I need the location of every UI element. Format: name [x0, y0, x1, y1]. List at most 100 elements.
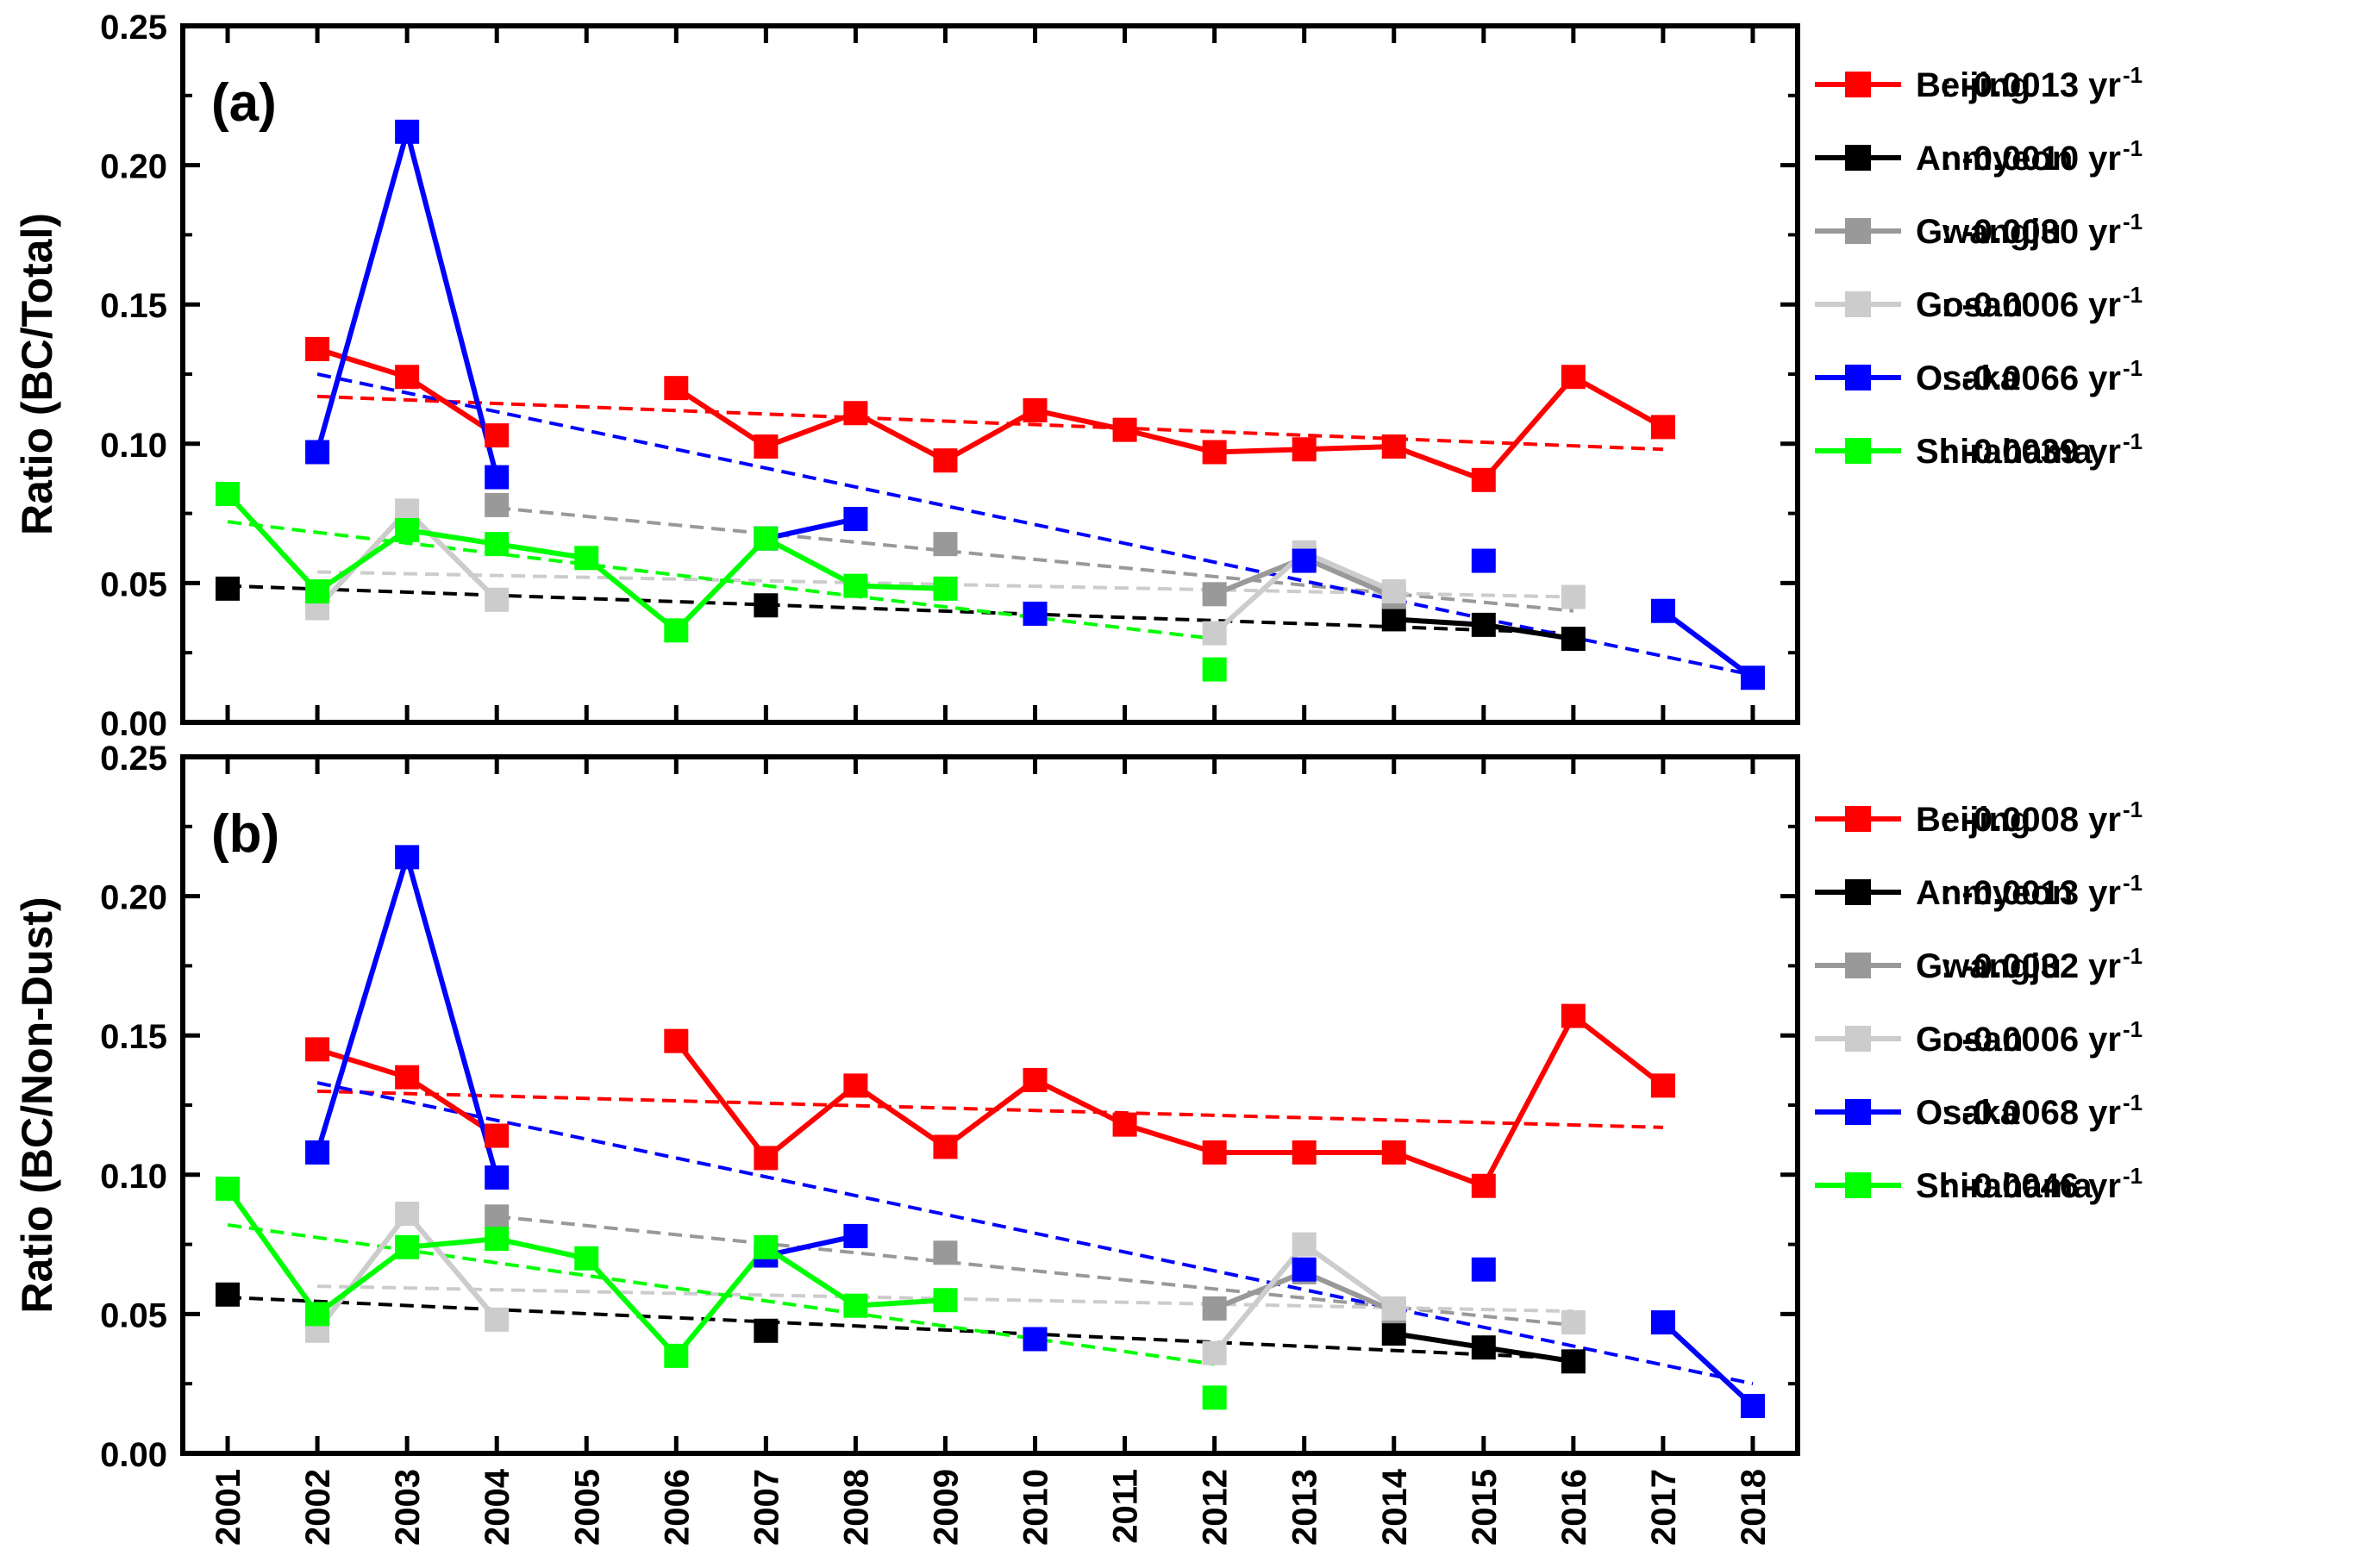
panel-a-osaka-line-5 — [1661, 609, 1755, 680]
panel-a-osaka-point-2015 — [1471, 548, 1496, 573]
xtick-label-2016: 2016 — [1555, 1469, 1593, 1546]
panel-b-gwangju-trend-line — [496, 1215, 1574, 1327]
panel-b-osaka-point-2008 — [843, 1223, 868, 1248]
panel-a-osaka-point-2017 — [1650, 598, 1675, 623]
panel-b-legend-anmyeon-sup: -1 — [2123, 870, 2143, 896]
panel-a-shirahama-point-2006 — [664, 618, 689, 643]
panel-a: 0.00 0.05 0.10 0.15 0.20 0.25 Ratio (BC/Total)… — [13, 9, 2143, 743]
panel-a-legend-anmyeon-name: Anmyeon — [1916, 140, 2073, 178]
panel-b-legend-gwangju-name: Gwangju — [1916, 947, 2061, 985]
panel-b-beijing-point-2015 — [1471, 1173, 1496, 1198]
panel-a-beijing-point-2016 — [1561, 365, 1586, 390]
panel-b-gosan-point-2012 — [1202, 1340, 1227, 1365]
panel-a-ytick-label-2: 0.10 — [100, 427, 167, 465]
xtick-label-2005: 2005 — [568, 1469, 606, 1546]
panel-a-anmyeon-point-2001 — [216, 576, 241, 601]
panel-a-osaka-line-1 — [765, 516, 857, 541]
panel-b-anmyeon-point-2016 — [1561, 1349, 1586, 1374]
panel-a-shirahama-point-2003 — [395, 517, 420, 542]
panel-a-legend-anmyeon-marker — [1845, 145, 1871, 171]
panel-a-label: (a) — [211, 73, 277, 133]
panel-b-beijing-point-2009 — [933, 1134, 958, 1159]
xtick-label-2011: 2011 — [1107, 1469, 1145, 1544]
panel-b-legend-shirahama-marker — [1845, 1172, 1871, 1198]
panel-a-ylabel: Ratio (BC/Total) — [13, 213, 61, 535]
panel-a-legend-shirahama-name: Shirahama — [1916, 433, 2093, 471]
panel-b-shirahama-point-2007 — [754, 1234, 779, 1259]
panel-b-anmyeon-point-2015 — [1471, 1335, 1496, 1360]
panel-a-anmyeon-point-2014 — [1381, 607, 1406, 632]
panel-b-gwangju-point-2012 — [1202, 1296, 1227, 1321]
panel-a-gwangju-point-2009 — [933, 532, 958, 557]
panel-b-anmyeon-point-2014 — [1381, 1321, 1406, 1346]
panel-a-osaka-point-2002 — [305, 440, 330, 465]
panel-a-beijing-point-2013 — [1292, 437, 1317, 462]
panel-b-beijing-point-2017 — [1650, 1073, 1675, 1098]
panel-b-beijing-point-2011 — [1112, 1112, 1137, 1137]
panel-a-legend-gwangju-value: : -0.0030 yr — [1941, 213, 2121, 251]
panel-b-legend-gosan-value: : -0.0006 yr — [1941, 1021, 2121, 1059]
panel-b-beijing-point-2002 — [305, 1037, 330, 1062]
panel-b-osaka-point-2003 — [395, 845, 420, 870]
panel-b-osaka-point-2013 — [1292, 1257, 1317, 1282]
panel-b-anmyeon-point-2007 — [754, 1318, 779, 1343]
panel-a-beijing-trend-line — [317, 394, 1663, 452]
panel-b-legend-osaka-value: : -0.0068 yr — [1941, 1094, 2121, 1132]
panel-b-beijing-point-2013 — [1292, 1140, 1317, 1165]
panel-a-beijing-point-2011 — [1112, 417, 1137, 442]
panel-b-gosan-line-0 — [315, 1211, 499, 1333]
panel-b-osaka-point-2015 — [1471, 1257, 1496, 1282]
panel-a-beijing-point-2010 — [1023, 398, 1048, 423]
panel-a-legend-gwangju-sup: -1 — [2123, 209, 2143, 234]
panel-b-shirahama-point-2008 — [843, 1293, 868, 1318]
panel-a-shirahama-point-2002 — [305, 579, 330, 604]
panel-b-legend-shirahama-name: Shirahama — [1916, 1167, 2093, 1205]
panel-a-beijing-point-2007 — [754, 434, 779, 459]
panel-a-beijing-point-2009 — [933, 448, 958, 473]
panel-a-osaka-point-2010 — [1023, 601, 1048, 626]
panel-a-gwangju-point-2004 — [485, 492, 510, 517]
panel-a-beijing-point-2002 — [305, 336, 330, 361]
panel-a-beijing-point-2003 — [395, 365, 420, 390]
panel-b-gosan-point-2013 — [1292, 1232, 1317, 1257]
panel-b-gosan-point-2016 — [1561, 1310, 1586, 1335]
panel-b-beijing-line-1 — [673, 1013, 1665, 1189]
panel-a-shirahama-point-2008 — [843, 573, 868, 598]
panel-a-legend-gwangju-name: Gwangju — [1916, 213, 2061, 251]
panel-a-shirahama-trend-line — [227, 520, 1215, 641]
panel-b-osaka-point-2017 — [1650, 1310, 1675, 1335]
panel-b-legend-beijing-value: : -0.0008 yr — [1941, 801, 2121, 839]
x-axis: 2001 2002 2003 2004 2005 2006 2007 2008 2009 2010… — [210, 1468, 1773, 1546]
panel-a-legend-gosan-marker — [1845, 291, 1871, 317]
panel-a-beijing-point-2014 — [1381, 434, 1406, 459]
panel-b-shirahama-point-2001 — [216, 1176, 241, 1201]
xtick-label-2007: 2007 — [748, 1469, 785, 1546]
panel-a-beijing-point-2012 — [1202, 440, 1227, 465]
panel-b-gosan-point-2004 — [485, 1307, 510, 1332]
panel-b-osaka-line-5 — [1661, 1320, 1755, 1409]
panel-a-legend-shirahama-sup: -1 — [2123, 428, 2143, 454]
panel-b-osaka-point-2010 — [1023, 1327, 1048, 1352]
panel-b-ytick-label-4: 0.20 — [100, 879, 167, 917]
panel-a-gosan-point-2016 — [1561, 584, 1586, 609]
panel-a-osaka-line-0 — [315, 128, 500, 478]
panel-a-legend-osaka-name: Osaka — [1916, 359, 2020, 397]
panel-b-gwangju-point-2009 — [933, 1240, 958, 1265]
panel-b-beijing-trend-line — [317, 1089, 1663, 1129]
panel-a-osaka-trend-line — [316, 372, 1754, 678]
panel-b-beijing-point-2007 — [754, 1146, 779, 1171]
panel-b: 0.00 0.05 0.10 0.15 0.20 0.25 Ratio (BC/Non-Du… — [13, 740, 2143, 1474]
panel-a-anmyeon-trend-line — [227, 584, 1573, 635]
panel-b-ytick-label-1: 0.05 — [100, 1296, 167, 1334]
panel-b-legend-gosan-sup: -1 — [2123, 1016, 2143, 1042]
panel-a-shirahama-point-2009 — [933, 576, 958, 601]
panel-b-anmyeon-point-2001 — [216, 1282, 241, 1307]
panel-b-shirahama-point-2002 — [305, 1302, 330, 1327]
panel-b-legend-gosan-name: Gosan — [1916, 1021, 2023, 1059]
panel-a-osaka-point-2003 — [395, 119, 420, 144]
xtick-label-2002: 2002 — [299, 1469, 337, 1546]
xtick-label-2015: 2015 — [1466, 1469, 1504, 1546]
panel-b-beijing-point-2016 — [1561, 1003, 1586, 1028]
panel-b-beijing-point-2012 — [1202, 1140, 1227, 1165]
